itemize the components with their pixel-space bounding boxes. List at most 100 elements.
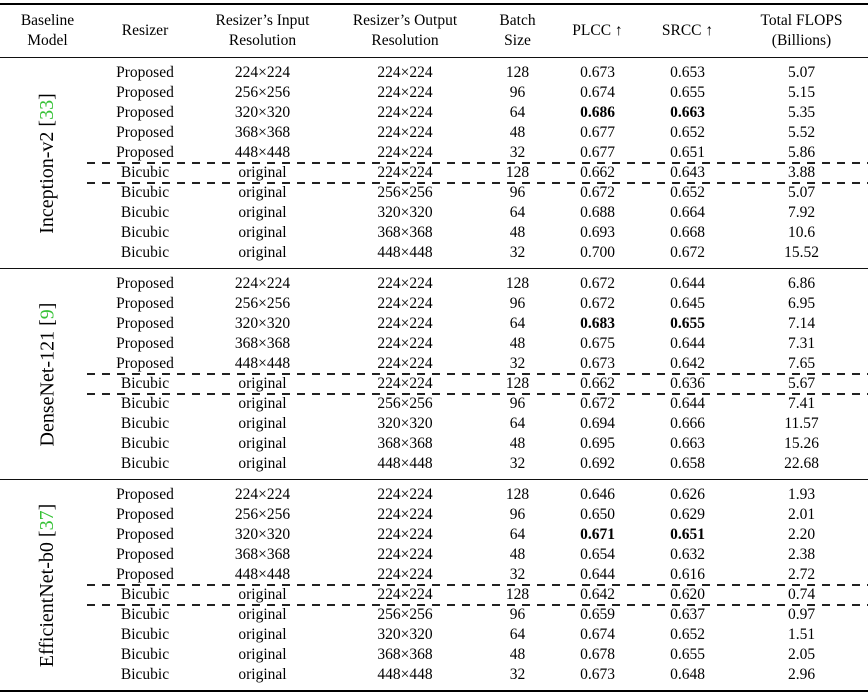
cell-batch-size: 64 — [509, 315, 526, 332]
table-row: Bicubic original 320×320 64 0.688 0.664 … — [95, 203, 868, 223]
cell-plcc: 0.672 — [580, 184, 615, 201]
cell-flops: 5.15 — [787, 84, 816, 101]
cell-srcc: 0.629 — [670, 506, 705, 523]
table-row: Bicubic original 368×368 48 0.695 0.663 … — [95, 434, 868, 454]
cell-srcc: 0.664 — [670, 204, 705, 221]
cell-resizer: Bicubic — [120, 375, 170, 392]
cell-output-resolution: 224×224 — [377, 124, 433, 141]
cell-output-resolution: 448×448 — [377, 455, 433, 472]
model-section-densenet-121: DenseNet-121 [9] Proposed 224×224 224×22… — [0, 269, 868, 480]
table-row: Bicubic original 224×224 128 0.662 0.643… — [95, 163, 868, 183]
cell-flops: 11.57 — [784, 415, 819, 432]
cell-plcc: 0.659 — [580, 606, 615, 623]
cell-input-resolution: original — [238, 224, 287, 241]
cell-resizer: Proposed — [116, 144, 174, 161]
cell-input-resolution: original — [238, 395, 287, 412]
cell-batch-size: 32 — [509, 355, 526, 372]
cell-plcc: 0.673 — [580, 666, 615, 683]
table-row: Bicubic original 448×448 32 0.700 0.672 … — [95, 243, 868, 263]
cell-batch-size: 48 — [509, 435, 526, 452]
model-section-inception-v2: Inception-v2 [33] Proposed 224×224 224×2… — [0, 58, 868, 269]
cell-plcc: 0.692 — [580, 455, 615, 472]
cell-input-resolution: original — [238, 204, 287, 221]
table-row: Bicubic original 256×256 96 0.659 0.637 … — [95, 605, 868, 625]
citation-bracket: ] — [36, 92, 58, 100]
cell-plcc: 0.674 — [580, 84, 615, 101]
cell-input-resolution: original — [238, 435, 287, 452]
model-label: Inception-v2 [33] — [36, 93, 59, 234]
citation-ref[interactable]: 37 — [36, 509, 59, 530]
citation-bracket: [ — [36, 119, 58, 127]
cell-resizer: Bicubic — [120, 184, 170, 201]
cell-srcc: 0.655 — [670, 84, 705, 101]
cell-output-resolution: 224×224 — [377, 355, 433, 372]
cell-input-resolution: original — [238, 626, 287, 643]
cell-srcc: 0.652 — [670, 184, 705, 201]
cell-batch-size: 128 — [505, 586, 530, 603]
cell-input-resolution: 320×320 — [234, 526, 291, 543]
cell-flops: 0.74 — [787, 586, 816, 603]
cell-batch-size: 128 — [505, 164, 530, 181]
cell-flops: 2.96 — [787, 666, 816, 683]
table-body-rows: Proposed 224×224 224×224 128 0.672 0.644… — [95, 274, 868, 474]
cell-output-resolution: 224×224 — [377, 275, 433, 292]
cell-resizer: Bicubic — [120, 666, 170, 683]
table-row: Proposed 448×448 224×224 32 0.677 0.651 … — [95, 143, 868, 163]
cell-plcc: 0.642 — [580, 586, 615, 603]
cell-plcc: 0.677 — [580, 124, 615, 141]
table-row: Bicubic original 368×368 48 0.678 0.655 … — [95, 645, 868, 665]
table-row: Proposed 224×224 224×224 128 0.672 0.644… — [95, 274, 868, 294]
table-row: Proposed 320×320 224×224 64 0.671 0.651 … — [95, 525, 868, 545]
column-header-total-flops: Total FLOPS (Billions) — [735, 11, 868, 51]
cell-batch-size: 48 — [509, 124, 526, 141]
citation-bracket: [ — [36, 318, 58, 326]
model-label: DenseNet-121 [9] — [36, 302, 59, 446]
table-row: Proposed 448×448 224×224 32 0.673 0.642 … — [95, 354, 868, 374]
cell-batch-size: 64 — [509, 626, 526, 643]
column-header-plcc: PLCC ↑ — [555, 21, 640, 41]
cell-input-resolution: original — [238, 244, 287, 261]
cell-plcc: 0.650 — [580, 506, 615, 523]
cell-output-resolution: 224×224 — [377, 546, 433, 563]
cell-resizer: Bicubic — [120, 646, 170, 663]
cell-output-resolution: 320×320 — [377, 626, 433, 643]
cell-input-resolution: 320×320 — [234, 315, 291, 332]
cell-srcc: 0.644 — [670, 335, 705, 352]
cell-flops: 7.92 — [787, 204, 816, 221]
cell-plcc: 0.700 — [580, 244, 615, 261]
cell-resizer: Bicubic — [120, 415, 170, 432]
table-row: Proposed 368×368 224×224 48 0.677 0.652 … — [95, 123, 868, 143]
cell-srcc: 0.663 — [670, 435, 705, 452]
cell-resizer: Bicubic — [120, 395, 170, 412]
cell-resizer: Proposed — [116, 84, 174, 101]
citation-bracket: ] — [36, 302, 58, 309]
cell-output-resolution: 368×368 — [377, 224, 433, 241]
column-header-output-resolution: Resizer’s Output Resolution — [330, 11, 480, 51]
cell-plcc: 0.672 — [580, 275, 615, 292]
header-line: Resolution — [228, 32, 297, 49]
table-body-rows: Proposed 224×224 224×224 128 0.646 0.626… — [95, 485, 868, 685]
table-header-row: Baseline Model Resizer Resizer’s Input R… — [0, 5, 868, 58]
table-row: Bicubic original 320×320 64 0.674 0.652 … — [95, 625, 868, 645]
cell-output-resolution: 224×224 — [377, 84, 433, 101]
citation-ref[interactable]: 33 — [36, 99, 58, 120]
cell-srcc: 0.666 — [670, 415, 705, 432]
cell-flops: 7.65 — [787, 355, 816, 372]
citation-ref[interactable]: 9 — [36, 308, 58, 319]
cell-input-resolution: original — [238, 184, 287, 201]
cell-flops: 0.97 — [787, 606, 816, 623]
cell-batch-size: 96 — [509, 295, 526, 312]
cell-output-resolution: 224×224 — [377, 506, 433, 523]
cell-batch-size: 96 — [509, 184, 526, 201]
cell-batch-size: 32 — [509, 244, 526, 261]
header-line: Batch — [499, 12, 536, 30]
cell-input-resolution: original — [238, 415, 287, 432]
cell-output-resolution: 224×224 — [377, 144, 433, 161]
cell-output-resolution: 224×224 — [377, 315, 433, 332]
cell-resizer: Proposed — [116, 104, 174, 121]
cell-input-resolution: 448×448 — [234, 566, 291, 583]
model-name: EfficientNet-b0 — [36, 536, 59, 667]
cell-srcc: 0.663 — [670, 104, 705, 121]
table-row: Proposed 448×448 224×224 32 0.644 0.616 … — [95, 565, 868, 585]
